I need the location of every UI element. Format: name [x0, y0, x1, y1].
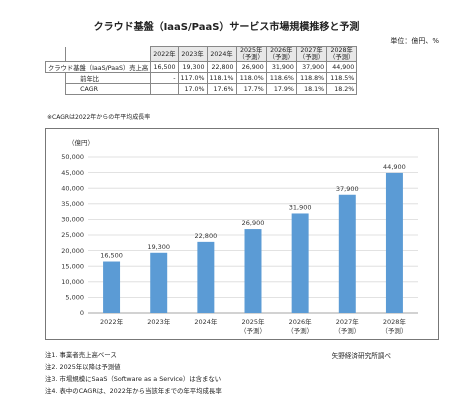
table-cell: 17.7% [235, 83, 267, 95]
table-header-cell: 2028年 （予測） [326, 46, 358, 62]
bar-value-label: 19,300 [147, 243, 170, 251]
chart-frame: 0 5,000 10,000 15,000 20,000 25,000 30,000 35,0… [45, 128, 439, 340]
table-cell: 17.9% [265, 83, 297, 95]
table-header-cell: 2023年 [177, 46, 208, 62]
bar [103, 261, 121, 313]
table-indent [45, 72, 67, 84]
y-axis-ticks: 0 5,000 10,000 15,000 20,000 25,000 30,000 35,0… [61, 153, 84, 317]
bar [385, 172, 403, 313]
table-header-row: 2022年 2023年 2024年 2025年 （予測） 2026年 （予測） 20… [46, 46, 358, 62]
table-cell: 118.6% [265, 72, 297, 84]
table-row-label: 前年比 [65, 72, 152, 84]
table-header-cell: 2022年 [150, 46, 179, 62]
table-cell: 19,300 [177, 61, 208, 73]
table-cell: 31,900 [265, 61, 297, 73]
y-tick-label: 15,000 [61, 262, 84, 270]
x-tick-sublabel: （予測） [381, 326, 407, 335]
table-cell: 17.0% [177, 83, 208, 95]
y-tick-label: 0 [80, 309, 84, 317]
bar-value-label: 37,900 [336, 185, 359, 193]
table-row: 前年比 - 117.0% 118.1% 118.0% 118.6% 118.8%… [45, 72, 358, 84]
footnote: 注2. 2025年以降は予測値 [45, 363, 121, 371]
x-tick-label: 2027年 [336, 317, 360, 326]
table-cell: 44,900 [326, 61, 358, 73]
y-tick-label: 25,000 [61, 231, 84, 239]
table-cell: 118.8% [295, 72, 328, 84]
bar-value-label: 31,900 [289, 203, 312, 211]
x-tick-label: 2023年 [147, 317, 171, 326]
value-labels: 16,500 19,300 22,800 26,900 31,900 37,900 44,9… [100, 163, 406, 260]
x-tick-label: 2022年 [100, 317, 124, 326]
y-tick-label: 20,000 [61, 247, 84, 255]
table-cell: 16,500 [150, 61, 179, 73]
table-cell [150, 83, 179, 95]
bar-value-label: 26,900 [242, 219, 265, 227]
table-header-cell: 2024年 [206, 46, 237, 62]
bars [103, 172, 403, 313]
table-row-label: クラウド基盤（IaaS/PaaS）売上高 [44, 61, 152, 73]
x-tick-sublabel: （予測） [287, 326, 313, 335]
x-tick-label: 2025年 [241, 317, 265, 326]
bar [150, 252, 168, 313]
table-header-cell: 2026年 （予測） [265, 46, 297, 62]
table-cell: 118.0% [235, 72, 267, 84]
x-tick-label: 2024年 [194, 317, 218, 326]
bar-value-label: 44,900 [383, 163, 406, 171]
footnote: 注1. 事業者売上高ベース [45, 351, 117, 359]
y-tick-label: 35,000 [61, 200, 84, 208]
bar-chart: 0 5,000 10,000 15,000 20,000 25,000 30,000 35,0… [61, 138, 418, 335]
table-cell: 22,800 [206, 61, 237, 73]
bar [338, 194, 356, 313]
table-spacer [65, 46, 152, 62]
table-row: CAGR 17.0% 17.6% 17.7% 17.9% 18.1% 18.2% [45, 83, 358, 95]
source-credit: 矢野経済研究所調べ [331, 352, 391, 360]
footnote: 注4. 表中のCAGRは、2022年から当該年までの年平均成長率 [45, 387, 222, 395]
y-tick-label: 50,000 [61, 153, 84, 161]
table-cell: 18.1% [295, 83, 328, 95]
table-cell: 18.2% [326, 83, 358, 95]
bar-value-label: 22,800 [194, 232, 217, 240]
table-cell: 118.1% [206, 72, 237, 84]
bar-value-label: 16,500 [100, 252, 123, 260]
unit-label: 単位：億円、% [390, 37, 439, 45]
table-corner [46, 47, 66, 62]
x-tick-sublabel: （予測） [240, 326, 266, 335]
page-title: クラウド基盤（IaaS/PaaS）サービス市場規模推移と予測 [93, 22, 360, 33]
x-tick-label: 2028年 [383, 317, 407, 326]
y-tick-label: 30,000 [61, 216, 84, 224]
table-row: クラウド基盤（IaaS/PaaS）売上高 16,500 19,300 22,80… [44, 61, 358, 73]
table-cell: 37,900 [295, 61, 328, 73]
table-header-cell: 2025年 （予測） [235, 46, 267, 62]
table-note: ※CAGRは2022年からの年平均成長率 [47, 114, 151, 121]
table-cell: 118.5% [326, 72, 358, 84]
x-tick-label: 2026年 [289, 317, 313, 326]
table-header-cell: 2027年 （予測） [295, 46, 328, 62]
table-cell: - [150, 72, 179, 84]
table-cell: 117.0% [177, 72, 208, 84]
table-row-label: CAGR [65, 83, 152, 95]
x-tick-sublabel: （予測） [334, 326, 360, 335]
table-cell: 17.6% [206, 83, 237, 95]
data-table: 2022年 2023年 2024年 2025年 （予測） 2026年 （予測） 20… [44, 46, 358, 95]
y-tick-label: 40,000 [61, 184, 84, 192]
table-cell: 26,900 [235, 61, 267, 73]
y-axis-label: （億円） [68, 138, 94, 147]
y-tick-label: 5,000 [65, 294, 84, 302]
bar [197, 241, 215, 313]
y-tick-label: 10,000 [61, 278, 84, 286]
x-axis-labels: 2022年 2023年 2024年 2025年（予測）2026年（予測）2027年（予… [100, 317, 407, 335]
y-tick-label: 45,000 [61, 169, 84, 177]
table-indent [45, 83, 67, 95]
bar [244, 229, 262, 313]
footnote: 注3. 市場規模にSaaS（Software as a Service）は含まな… [45, 375, 222, 383]
bar [291, 213, 309, 313]
